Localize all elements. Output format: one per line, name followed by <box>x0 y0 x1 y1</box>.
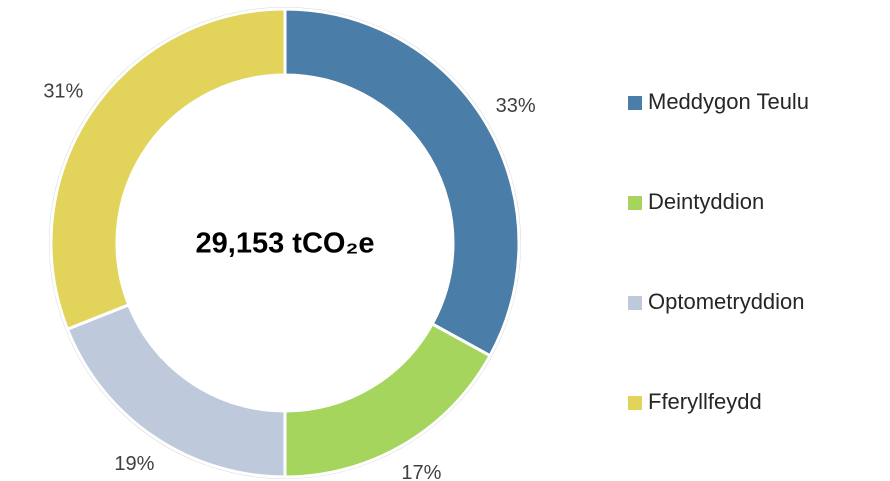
legend-label: Fferyllfeydd <box>648 389 762 414</box>
legend-label: Deintyddion <box>648 189 764 214</box>
legend-swatch <box>628 96 642 110</box>
center-label: 29,153 tCO₂e <box>196 228 375 260</box>
legend-label: Meddygon Teulu <box>648 89 809 114</box>
legend-swatch <box>628 396 642 410</box>
legend-swatch <box>628 196 642 210</box>
donut-segment <box>283 7 521 358</box>
data-label: 19% <box>114 453 154 475</box>
data-label: 31% <box>43 81 83 103</box>
donut-segment <box>65 302 287 479</box>
data-label: 33% <box>496 95 536 117</box>
legend-swatch <box>628 296 642 310</box>
legend-label: Optometryddion <box>648 289 805 314</box>
data-label: 17% <box>401 462 441 481</box>
donut-segment <box>49 7 287 332</box>
donut-segment <box>283 321 493 479</box>
